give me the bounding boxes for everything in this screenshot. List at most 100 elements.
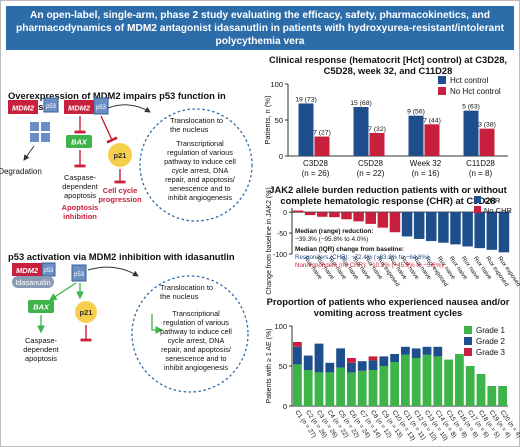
c3-legend-label: Grade 3 [476, 348, 505, 357]
c2-legend-label: CHR [484, 196, 501, 205]
c3-bar-segment [357, 370, 367, 406]
c2-legend-swatch [474, 206, 481, 213]
c1-ylabel: Patients, n (%) [263, 95, 272, 145]
c3-bar-segment [347, 362, 356, 373]
transcription2-line-7: inhibit angiogenesis [164, 363, 228, 372]
p21-circle [108, 143, 132, 167]
c2-bar [329, 212, 340, 218]
c2-bar [377, 212, 389, 228]
c1-bar-label: 7 (44) [423, 117, 441, 124]
c1-legend-label: No Hct control [450, 87, 501, 96]
c3-bar-segment [303, 355, 313, 370]
caspase-line-2: dependent [62, 182, 98, 191]
c1-bar-label: 19 (73) [295, 96, 317, 103]
translocation-line-2: the nucleus [170, 125, 209, 134]
c3-bar-segment [433, 356, 443, 406]
c3-bar-segment [465, 366, 475, 406]
c2-bar [341, 212, 352, 220]
c3-bar-segment [476, 374, 486, 406]
c1-ytick-label: 50 [275, 116, 283, 125]
c2-legend-label: No CHR [484, 206, 513, 215]
c1-bar [463, 110, 479, 156]
c1-category-n: (n = 8) [469, 169, 493, 178]
c1-category-label: C5D28 [358, 159, 383, 168]
mech1-diagram: MDM2 p53 Degradation MDM2 p53 BAX Caspas… [0, 97, 253, 222]
bax-label: BAX [71, 138, 88, 147]
transcription-line-6: senescence and to [169, 184, 230, 193]
c3-bar-segment [347, 358, 356, 363]
c3-bar-segment [455, 354, 464, 406]
inhibition-line-2: inhibition [63, 212, 97, 221]
p53-label-a: p53 [46, 104, 57, 110]
transcription-line-2: regulation of various [167, 148, 233, 157]
c3-bar-segment [433, 346, 443, 357]
p53-box-free [71, 264, 87, 282]
chart3-title: Proportion of patients who experienced n… [266, 296, 510, 318]
c3-bar-segment [336, 367, 345, 406]
c3-legend-swatch [464, 337, 472, 345]
transcription2-line-1: Transcriptional [172, 309, 220, 318]
p21-circle-2 [75, 301, 97, 323]
c3-bar-segment [422, 346, 432, 355]
p53-label-2a: p53 [43, 268, 54, 274]
c1-category-n: (n = 26) [302, 169, 330, 178]
p21-label-2: p21 [80, 308, 93, 317]
c2-note-resp: Responders (CHR): −72.4% (−83.8% to −64.… [295, 254, 429, 261]
c1-bar [314, 136, 330, 156]
caspase2-line-1: Caspase- [25, 336, 58, 345]
c1-bar-label: 3 (38) [478, 122, 496, 129]
c2-ytick-label: -100 [273, 252, 287, 259]
p53-label-2b: p53 [74, 272, 85, 278]
c2-bar [474, 212, 485, 249]
cellcycle-line-2: progression [98, 195, 142, 204]
c2-bar [462, 212, 473, 247]
mech2-title: p53 activation via MDM2 inhibition with … [8, 251, 235, 262]
c1-bar-label: 15 (68) [350, 100, 372, 107]
c3-ylabel: Patients with ≥ 1 AE (%) [266, 328, 273, 403]
c2-note-median-val: −39.3% (−95.8% to 4.0%) [295, 236, 368, 243]
transcription2-line-4: cycle arrest, DNA [168, 336, 225, 345]
c3-ytick-label: 50 [279, 362, 287, 371]
caspase2-line-2: dependent [23, 345, 59, 354]
fragment-1 [30, 122, 39, 131]
c2-note-nonresp: Nonresponders (no CHR): −10.3% (−45.0% t… [295, 262, 443, 269]
c2-bar [438, 212, 449, 243]
degradation-label: Degradation [0, 167, 42, 176]
transcription-line-7: inhibit angiogenesis [168, 193, 232, 202]
c1-bar [479, 128, 495, 156]
caspase-line-3: apoptosis [64, 191, 96, 200]
c3-legend-label: Grade 1 [476, 326, 505, 335]
inhibition-line-1: Apoptosis [62, 203, 99, 212]
mdm2-label: MDM2 [12, 104, 35, 113]
caspase2-line-3: apoptosis [25, 354, 57, 363]
c2-bar [353, 212, 364, 222]
c3-bar-segment [325, 362, 335, 373]
transcription-line-3: pathway to induce cell [164, 157, 236, 166]
c1-bar [408, 115, 424, 156]
c2-ytick-label: 0 [283, 210, 287, 217]
chart2-title: JAK2 allele burden reduction patients wi… [269, 184, 507, 206]
c2-note-median: Median (range) reduction: [295, 228, 373, 235]
c1-bar-label: 7 (32) [368, 126, 386, 133]
c1-legend-swatch [438, 87, 446, 95]
c1-category-label: Week 32 [410, 159, 442, 168]
nucleus-circle [139, 108, 253, 222]
translocation-line-1: Translocation to [170, 116, 223, 125]
c3-ytick-label: 100 [274, 322, 287, 331]
c3-bar-segment [379, 356, 389, 366]
fragment-4 [41, 133, 50, 142]
c1-category-label: C11D28 [466, 159, 495, 168]
c1-ytick-label: 100 [270, 80, 283, 89]
c2-bar [450, 212, 461, 245]
c2-bar [426, 212, 437, 242]
c3-bar-segment [336, 348, 345, 368]
p53-box [43, 97, 59, 113]
c1-ytick-label: 0 [279, 152, 283, 161]
idasanutlin-label: Idasanutlin [15, 278, 50, 287]
c3-bar-segment [293, 342, 302, 347]
c3-bar-segment [444, 359, 453, 406]
c1-bar [353, 107, 369, 156]
